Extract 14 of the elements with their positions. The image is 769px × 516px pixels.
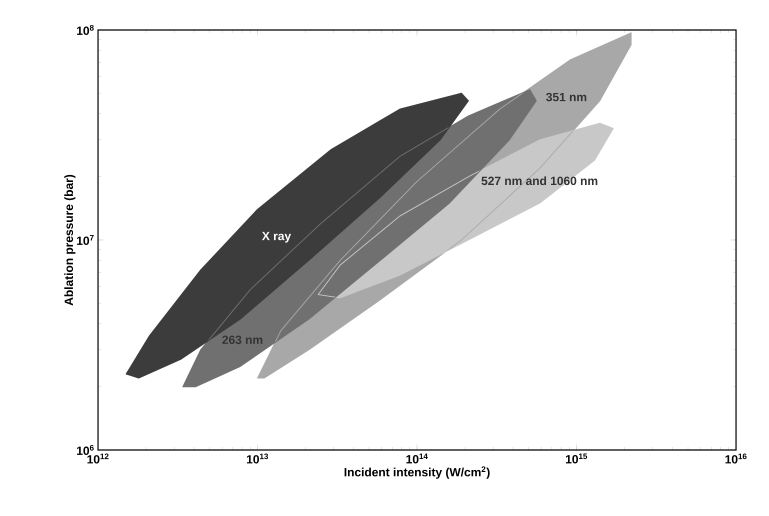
series-label: 263 nm xyxy=(222,336,262,344)
series-label: 527 nm and 1060 nm xyxy=(481,176,598,186)
series-label: X ray xyxy=(262,232,292,243)
y-tick-label: 10$^{8}$ xyxy=(77,24,94,35)
y-axis-title: Ablation pressure (bar) xyxy=(64,174,76,306)
y-tick-label: 10$^{6}$ xyxy=(77,444,94,455)
x-axis-title: Incident intensity (W/cm$^{2}$) xyxy=(344,466,490,479)
series-label: 351 nm xyxy=(546,92,586,102)
x-tick-label: 10$^{16}$ xyxy=(725,454,747,464)
x-tick-label: 10$^{12}$ xyxy=(87,454,109,464)
x-tick-label: 10$^{15}$ xyxy=(566,454,588,464)
x-tick-label: 10$^{14}$ xyxy=(406,454,428,464)
y-tick-label: 10$^{7}$ xyxy=(77,235,94,245)
x-tick-label: 10$^{13}$ xyxy=(246,454,268,464)
